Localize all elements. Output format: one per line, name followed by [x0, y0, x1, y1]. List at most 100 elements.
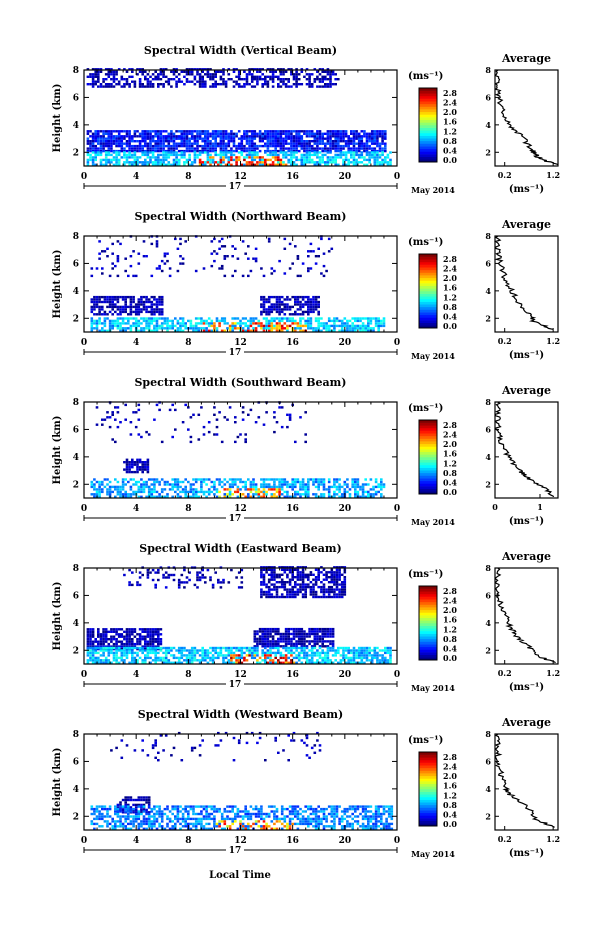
- heatmap-cell: [137, 313, 141, 316]
- heatmap-cell: [211, 135, 215, 138]
- heatmap-cell: [218, 324, 221, 328]
- heatmap-cell: [262, 423, 266, 426]
- heatmap-cell: [141, 628, 144, 631]
- heatmap-cell: [292, 144, 296, 148]
- heatmap-cell: [239, 488, 242, 491]
- colorbar-step: [419, 322, 437, 326]
- heatmap-cell: [207, 317, 211, 320]
- heatmap-cell: [308, 80, 311, 83]
- heatmap-cell: [248, 156, 251, 159]
- heatmap-cell: [333, 480, 336, 484]
- heatmap-cell: [90, 308, 94, 311]
- heatmap-cell: [183, 156, 186, 159]
- heatmap-cell: [230, 656, 233, 660]
- heatmap-cell: [117, 649, 121, 652]
- heatmap-cell: [322, 324, 326, 328]
- heatmap-cell: [214, 646, 217, 650]
- heatmap-cell: [185, 661, 189, 664]
- heatmap-cell: [267, 322, 271, 325]
- heatmap-cell: [133, 144, 137, 148]
- heatmap-cell: [367, 319, 370, 323]
- heatmap-cell: [290, 163, 293, 166]
- heatmap-cell: [343, 581, 347, 584]
- heatmap-cell: [270, 583, 274, 586]
- heatmap-cell: [204, 659, 207, 662]
- heatmap-cell: [271, 163, 275, 166]
- heatmap-cell: [351, 329, 354, 332]
- heatmap-cell: [271, 640, 275, 643]
- heatmap-cell: [264, 654, 267, 657]
- heatmap-cell: [245, 130, 249, 133]
- heatmap-cell: [157, 633, 160, 636]
- heatmap-cell: [175, 80, 178, 83]
- heatmap-cell: [325, 590, 328, 594]
- colorbar-step: [419, 449, 437, 453]
- heatmap-cell: [138, 628, 142, 631]
- colorbar-step: [419, 438, 437, 442]
- heatmap-cell: [317, 488, 320, 491]
- heatmap-cell: [141, 163, 144, 166]
- heatmap-cell: [187, 490, 190, 494]
- heatmap-cell: [123, 130, 126, 133]
- heatmap-cell: [97, 628, 100, 631]
- heatmap-cell: [286, 319, 289, 323]
- heatmap-cell: [252, 257, 255, 260]
- heatmap-cell: [112, 656, 116, 660]
- heatmap-cell: [91, 654, 95, 657]
- colorbar-step: [419, 454, 437, 458]
- heatmap-cell: [162, 140, 165, 143]
- heatmap-cell: [181, 257, 185, 260]
- date-label: May 2014: [411, 351, 455, 361]
- heatmap-cell: [153, 295, 156, 299]
- heatmap-cell: [266, 135, 270, 138]
- heatmap-cell: [204, 656, 207, 660]
- heatmap-cell: [198, 80, 202, 83]
- heatmap-cell: [295, 85, 298, 88]
- heatmap-cell: [123, 137, 126, 140]
- heatmap-cell: [274, 632, 277, 636]
- heatmap-cell: [97, 642, 100, 646]
- heatmap-cell: [322, 595, 326, 599]
- heatmap-cell: [158, 295, 161, 299]
- heatmap-cell: [128, 135, 131, 138]
- heatmap-cell: [352, 153, 356, 157]
- heatmap-cell: [232, 661, 236, 664]
- heatmap-cell: [278, 585, 281, 589]
- heatmap-cell: [337, 137, 340, 140]
- heatmap-cell: [304, 576, 307, 579]
- heatmap-cell: [98, 313, 101, 316]
- heatmap-cell: [321, 75, 324, 78]
- heatmap-cell: [177, 583, 181, 587]
- heatmap-cell: [102, 661, 105, 664]
- colorbar-step: [419, 109, 437, 113]
- heatmap-cell: [322, 480, 326, 484]
- heatmap-cell: [320, 329, 323, 332]
- heatmap-cell: [168, 488, 172, 491]
- heatmap-cell: [175, 649, 178, 652]
- heatmap-cell: [381, 132, 384, 135]
- heatmap-cell: [214, 137, 217, 140]
- heatmap-cell: [150, 490, 154, 494]
- heatmap-cell: [142, 303, 146, 306]
- heatmap-cell: [141, 651, 144, 655]
- heatmap-cell: [91, 151, 95, 154]
- heatmap-cell: [338, 568, 341, 571]
- heatmap-cell: [243, 163, 246, 166]
- heatmap-cell: [131, 70, 134, 73]
- heatmap-cell: [158, 303, 161, 306]
- heatmap-cell: [157, 161, 160, 164]
- heatmap-cell: [261, 137, 264, 140]
- heatmap-cell: [172, 151, 176, 154]
- heatmap-cell: [176, 493, 180, 496]
- heatmap-cell: [267, 319, 271, 323]
- colorbar-step: [419, 283, 437, 287]
- heatmap-cell: [104, 85, 108, 88]
- heatmap-cell: [222, 153, 225, 157]
- heatmap-cell: [275, 485, 279, 489]
- heatmap-cell: [164, 654, 168, 657]
- heatmap-cell: [123, 654, 126, 657]
- heatmap-cell: [117, 661, 121, 664]
- heatmap-cell: [175, 70, 178, 73]
- heatmap-cell: [180, 153, 184, 157]
- heatmap-cell: [157, 132, 160, 135]
